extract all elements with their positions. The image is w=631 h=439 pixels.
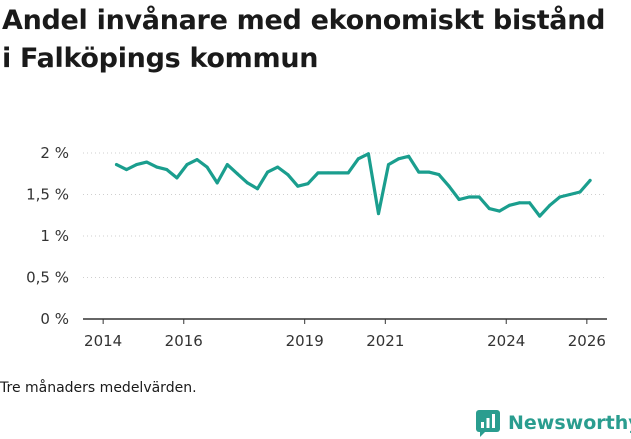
data-point: [155, 165, 159, 169]
data-point: [276, 165, 280, 169]
data-point: [397, 157, 401, 161]
data-point: [225, 163, 229, 167]
brand-logo[interactable]: Newsworthy: [476, 407, 631, 439]
data-point: [528, 201, 532, 205]
data-point: [538, 214, 542, 218]
x-tick-label: 2014: [84, 332, 122, 350]
y-tick-label: 0 %: [40, 310, 69, 328]
data-point: [366, 152, 370, 156]
data-point: [246, 181, 249, 185]
data-point: [417, 170, 421, 174]
data-point: [336, 171, 340, 175]
x-tick-label: 2016: [165, 332, 203, 350]
data-point: [296, 184, 300, 188]
data-point: [256, 187, 259, 191]
data-point: [115, 163, 118, 167]
data-point: [487, 207, 491, 211]
data-point: [427, 170, 431, 174]
brand-name: Newsworthy: [508, 412, 631, 434]
x-tick-label: 2024: [487, 332, 525, 350]
data-point: [306, 182, 310, 186]
series-layer: [114, 152, 592, 218]
chart-title: Andel invånare med ekonomiskt bistånd i …: [2, 5, 606, 74]
grid-lines: [83, 152, 607, 320]
data-point: [145, 160, 149, 164]
data-point: [377, 212, 380, 216]
data-point: [235, 172, 239, 176]
data-point: [407, 154, 411, 158]
data-point: [125, 168, 128, 172]
y-tick-label: 1 %: [40, 227, 69, 245]
data-point: [195, 158, 199, 162]
footnote: Tre månaders medelvärden.: [0, 380, 197, 396]
x-axis: 2014 2016 2019 2021 2024 2026: [84, 319, 606, 350]
data-point: [548, 203, 552, 207]
data-point: [578, 190, 582, 194]
data-point: [215, 181, 219, 185]
data-point: [286, 173, 290, 177]
data-point: [518, 201, 521, 205]
y-tick-label: 2 %: [40, 144, 69, 162]
data-point: [135, 163, 139, 167]
data-point: [205, 165, 209, 169]
data-point: [477, 195, 481, 199]
data-point: [588, 178, 592, 182]
data-point: [467, 195, 471, 199]
data-point: [497, 209, 501, 213]
data-point: [326, 171, 330, 175]
data-point: [175, 176, 179, 180]
data-point: [437, 173, 441, 177]
data-point: [165, 168, 169, 172]
x-tick-label: 2019: [286, 332, 324, 350]
data-point: [316, 171, 320, 175]
data-point: [558, 195, 562, 199]
y-axis: 0 % 0,5 % 1 % 1,5 % 2 %: [26, 144, 69, 328]
x-tick-label: 2021: [366, 332, 404, 350]
data-point: [346, 171, 350, 175]
series-line: [114, 152, 592, 218]
data-point: [457, 198, 461, 201]
data-point: [266, 170, 270, 174]
data-point: [387, 163, 390, 167]
data-point: [185, 163, 189, 167]
data-point: [356, 157, 360, 161]
y-tick-label: 1,5 %: [26, 186, 69, 204]
data-point: [508, 203, 511, 207]
y-tick-label: 0,5 %: [26, 269, 69, 287]
data-point: [568, 193, 572, 196]
bar-chart-speech-bubble-icon: [476, 409, 500, 437]
x-tick-label: 2026: [568, 332, 606, 350]
data-point: [447, 184, 451, 188]
